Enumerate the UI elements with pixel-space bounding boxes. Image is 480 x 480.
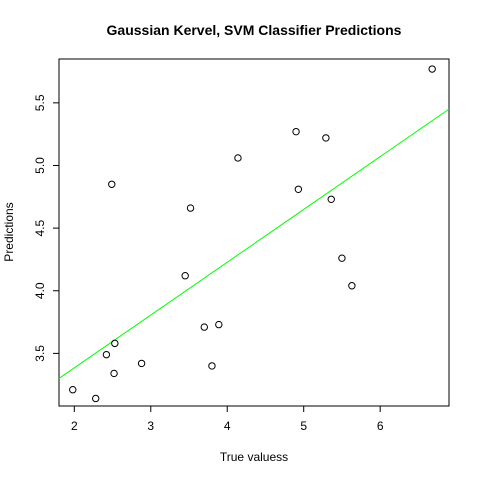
x-axis: 2 3 4 5 6 — [71, 406, 384, 433]
data-point — [293, 128, 299, 134]
data-point — [201, 324, 207, 330]
x-tick-label: 3 — [147, 419, 154, 433]
y-tick-label: 5.0 — [33, 157, 47, 174]
data-point — [111, 370, 117, 376]
x-tick-label: 4 — [224, 419, 231, 433]
data-point — [209, 363, 215, 369]
data-point — [328, 196, 334, 202]
data-point — [112, 340, 118, 346]
y-tick-label: 4.5 — [33, 219, 47, 236]
data-point — [429, 66, 435, 72]
chart-title: Gaussian Kervel, SVM Classifier Predicti… — [107, 22, 402, 38]
y-axis: 3.5 4.0 4.5 5.0 5.5 — [33, 94, 59, 362]
data-point — [93, 395, 99, 401]
data-point — [349, 283, 355, 289]
fit-line-group — [59, 109, 449, 378]
y-tick-label: 3.5 — [33, 345, 47, 362]
data-point — [216, 321, 222, 327]
data-point — [109, 181, 115, 187]
data-point — [235, 155, 241, 161]
x-axis-label: True valuess — [220, 450, 288, 464]
data-point — [187, 205, 193, 211]
y-tick-label: 5.5 — [33, 94, 47, 111]
y-tick-label: 4.0 — [33, 282, 47, 299]
x-tick-label: 5 — [300, 419, 307, 433]
x-tick-label: 6 — [377, 419, 384, 433]
data-point — [103, 351, 109, 357]
data-point — [323, 135, 329, 141]
y-axis-label: Predictions — [2, 202, 16, 261]
data-point — [70, 387, 76, 393]
plot-area — [59, 59, 449, 406]
fit-line — [59, 109, 449, 378]
data-point — [138, 360, 144, 366]
data-point — [339, 255, 345, 261]
data-point — [295, 186, 301, 192]
data-point — [182, 273, 188, 279]
x-tick-label: 2 — [71, 419, 78, 433]
data-points — [70, 66, 436, 402]
